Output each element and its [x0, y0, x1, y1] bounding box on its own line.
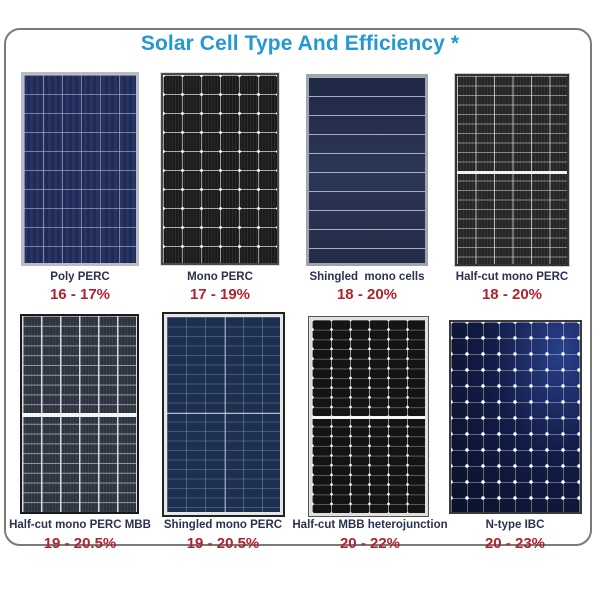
panel-efficiency: 17 - 19% [189, 286, 251, 303]
panel-label: Half-cut MBB heterojunction [292, 519, 448, 531]
panel-efficiency: 16 - 17% [49, 286, 111, 303]
panel-label: Mono PERC [187, 271, 253, 283]
panel-label: Half-cut mono PERC [455, 271, 569, 283]
panel-efficiency: 20 - 22% [339, 535, 401, 552]
half-cut-mono-perc-panel-image [454, 73, 570, 267]
half-cut-mono-perc-mbb-panel-image [20, 314, 139, 514]
mono-perc-panel-image [160, 72, 280, 266]
panel-label: Poly PERC [50, 271, 110, 283]
half-cut-mbb-heterojunction-panel-image [308, 316, 429, 517]
page-title: Solar Cell Type And Efficiency * [140, 32, 460, 55]
shingled-mono-perc-panel-image [162, 312, 285, 517]
panel-label: N-type IBC [485, 519, 545, 531]
panel-efficiency: 19 - 20.5% [186, 535, 260, 552]
panel-label: Shingled mono cells [309, 271, 425, 283]
panel-label: Half-cut mono PERC MBB [9, 519, 151, 531]
n-type-ibc-panel-image [449, 320, 582, 514]
panel-label: Shingled mono PERC [163, 519, 283, 531]
poly-perc-panel-image [21, 72, 139, 266]
panel-efficiency: 18 - 20% [336, 286, 398, 303]
panel-efficiency: 18 - 20% [481, 286, 543, 303]
shingled-mono-cells-panel-image [306, 74, 428, 266]
panel-efficiency: 20 - 23% [484, 535, 546, 552]
panel-efficiency: 19 - 20.5% [43, 535, 117, 552]
